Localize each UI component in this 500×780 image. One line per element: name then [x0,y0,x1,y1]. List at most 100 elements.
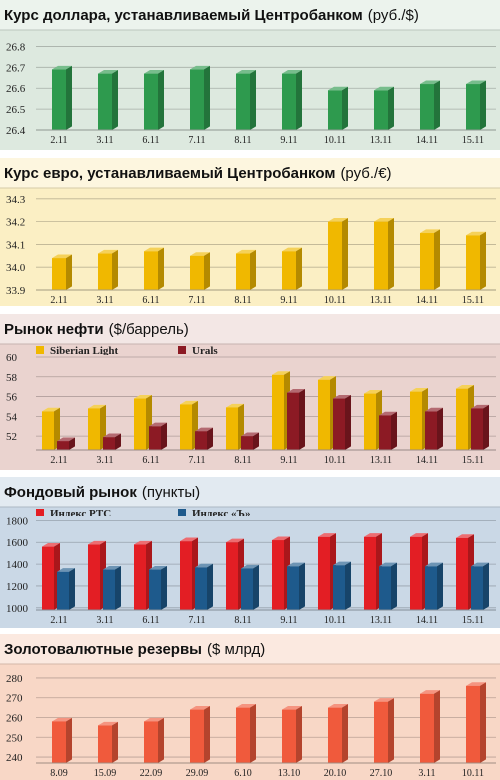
y-tick-label: 240 [6,752,23,764]
bar [374,218,394,290]
bar-series-2 [287,389,305,450]
x-tick-label: 10.11 [324,135,346,146]
bar [466,682,486,763]
x-tick-label: 15.11 [462,135,484,146]
x-tick-label: 15.11 [462,455,484,466]
bar-series-2 [333,394,351,450]
x-tick-label: 2.11 [50,295,67,306]
x-tick-label: 9.11 [280,615,297,626]
chart-title: Курс доллара, устанавливаемый Центробанк… [4,7,363,24]
x-tick-label: 6.11 [142,615,159,626]
bar [236,704,256,763]
y-tick-label: 34.3 [6,194,26,206]
panel-header [0,0,500,30]
y-tick-label: 26.5 [6,104,26,116]
y-tick-label: 34.1 [6,239,25,251]
x-tick-label: 13.11 [370,295,392,306]
bar [52,65,72,130]
x-tick-label: 10.11 [324,295,346,306]
bar [282,247,302,290]
x-tick-label: 13.11 [370,135,392,146]
x-tick-label: 14.11 [416,135,438,146]
bar-series-2 [425,562,443,610]
y-tick-label: 34.0 [6,262,26,274]
y-tick-label: 34.2 [6,217,25,229]
bar [466,231,486,290]
bar [52,254,72,290]
x-tick-label: 9.11 [280,455,297,466]
bar-series-2 [333,561,351,610]
bar-series-2 [287,562,305,610]
y-tick-label: 60 [6,352,18,364]
x-tick-label: 7.11 [188,135,205,146]
y-tick-label: 260 [6,713,23,725]
y-tick-label: 26.6 [6,83,26,95]
y-tick-label: 1600 [6,537,29,549]
x-tick-label: 7.11 [188,295,205,306]
x-tick-label: 7.11 [188,455,205,466]
bar [420,229,440,290]
bar [282,70,302,130]
chart-title: Фондовый рынок [4,484,137,501]
legend-swatch [178,346,186,354]
x-tick-label: 6.10 [234,768,252,779]
bar-series-2 [195,427,213,450]
x-tick-label: 8.11 [234,615,251,626]
chart-unit: (пункты) [142,484,200,501]
x-tick-label: 6.11 [142,295,159,306]
bar [144,70,164,130]
bar-series-2 [471,404,489,450]
bar [328,218,348,290]
legend-swatch [36,346,44,354]
x-tick-label: 3.11 [96,135,113,146]
bar-series-2 [241,432,259,450]
y-tick-label: 1800 [6,515,29,527]
bar-series-2 [103,433,121,450]
panel-header [0,314,500,344]
bar-series-2 [149,422,167,450]
bar [144,247,164,290]
x-tick-label: 8.11 [234,455,251,466]
y-tick-label: 58 [6,372,18,384]
x-tick-label: 6.11 [142,455,159,466]
chart-unit: ($ млрд) [207,641,265,658]
y-tick-label: 52 [6,431,17,443]
bar [98,721,118,763]
bar [328,86,348,130]
x-tick-label: 27.10 [370,768,393,779]
bar [374,86,394,130]
chart-unit: ($/баррель) [109,321,189,338]
y-tick-label: 250 [6,732,23,744]
x-tick-label: 3.11 [96,615,113,626]
y-tick-label: 33.9 [6,285,26,297]
bar [282,705,302,763]
bar [144,717,164,763]
x-tick-label: 22.09 [140,768,163,779]
x-tick-label: 2.11 [50,455,67,466]
x-tick-label: 13.11 [370,615,392,626]
bar [328,704,348,763]
panel-gold-reserves: Золотовалютные резервы ($ млрд) 240 250 260 2… [0,634,500,780]
panel-oil-market: Рынок нефти ($/баррель) Siberian Light Ural… [0,314,500,470]
bar [466,80,486,130]
y-tick-label: 280 [6,673,23,685]
x-tick-label: 8.11 [234,295,251,306]
y-tick-label: 1200 [6,581,29,593]
bar [98,70,118,130]
legend-swatch [36,509,44,517]
chart-unit: (руб./€) [340,165,391,182]
bar-series-2 [425,407,443,450]
y-tick-label: 26.4 [6,125,26,137]
chart-unit: (руб./$) [368,7,419,24]
bar-series-1 [42,407,60,450]
y-tick-label: 26.7 [6,62,26,74]
x-tick-label: 3.11 [418,768,435,779]
bar [52,717,72,763]
x-tick-label: 2.11 [50,135,67,146]
bar [236,249,256,290]
x-tick-label: 13.11 [370,455,392,466]
bar [190,705,210,763]
bar-series-2 [195,563,213,610]
chart-title: Золотовалютные резервы [4,641,202,658]
